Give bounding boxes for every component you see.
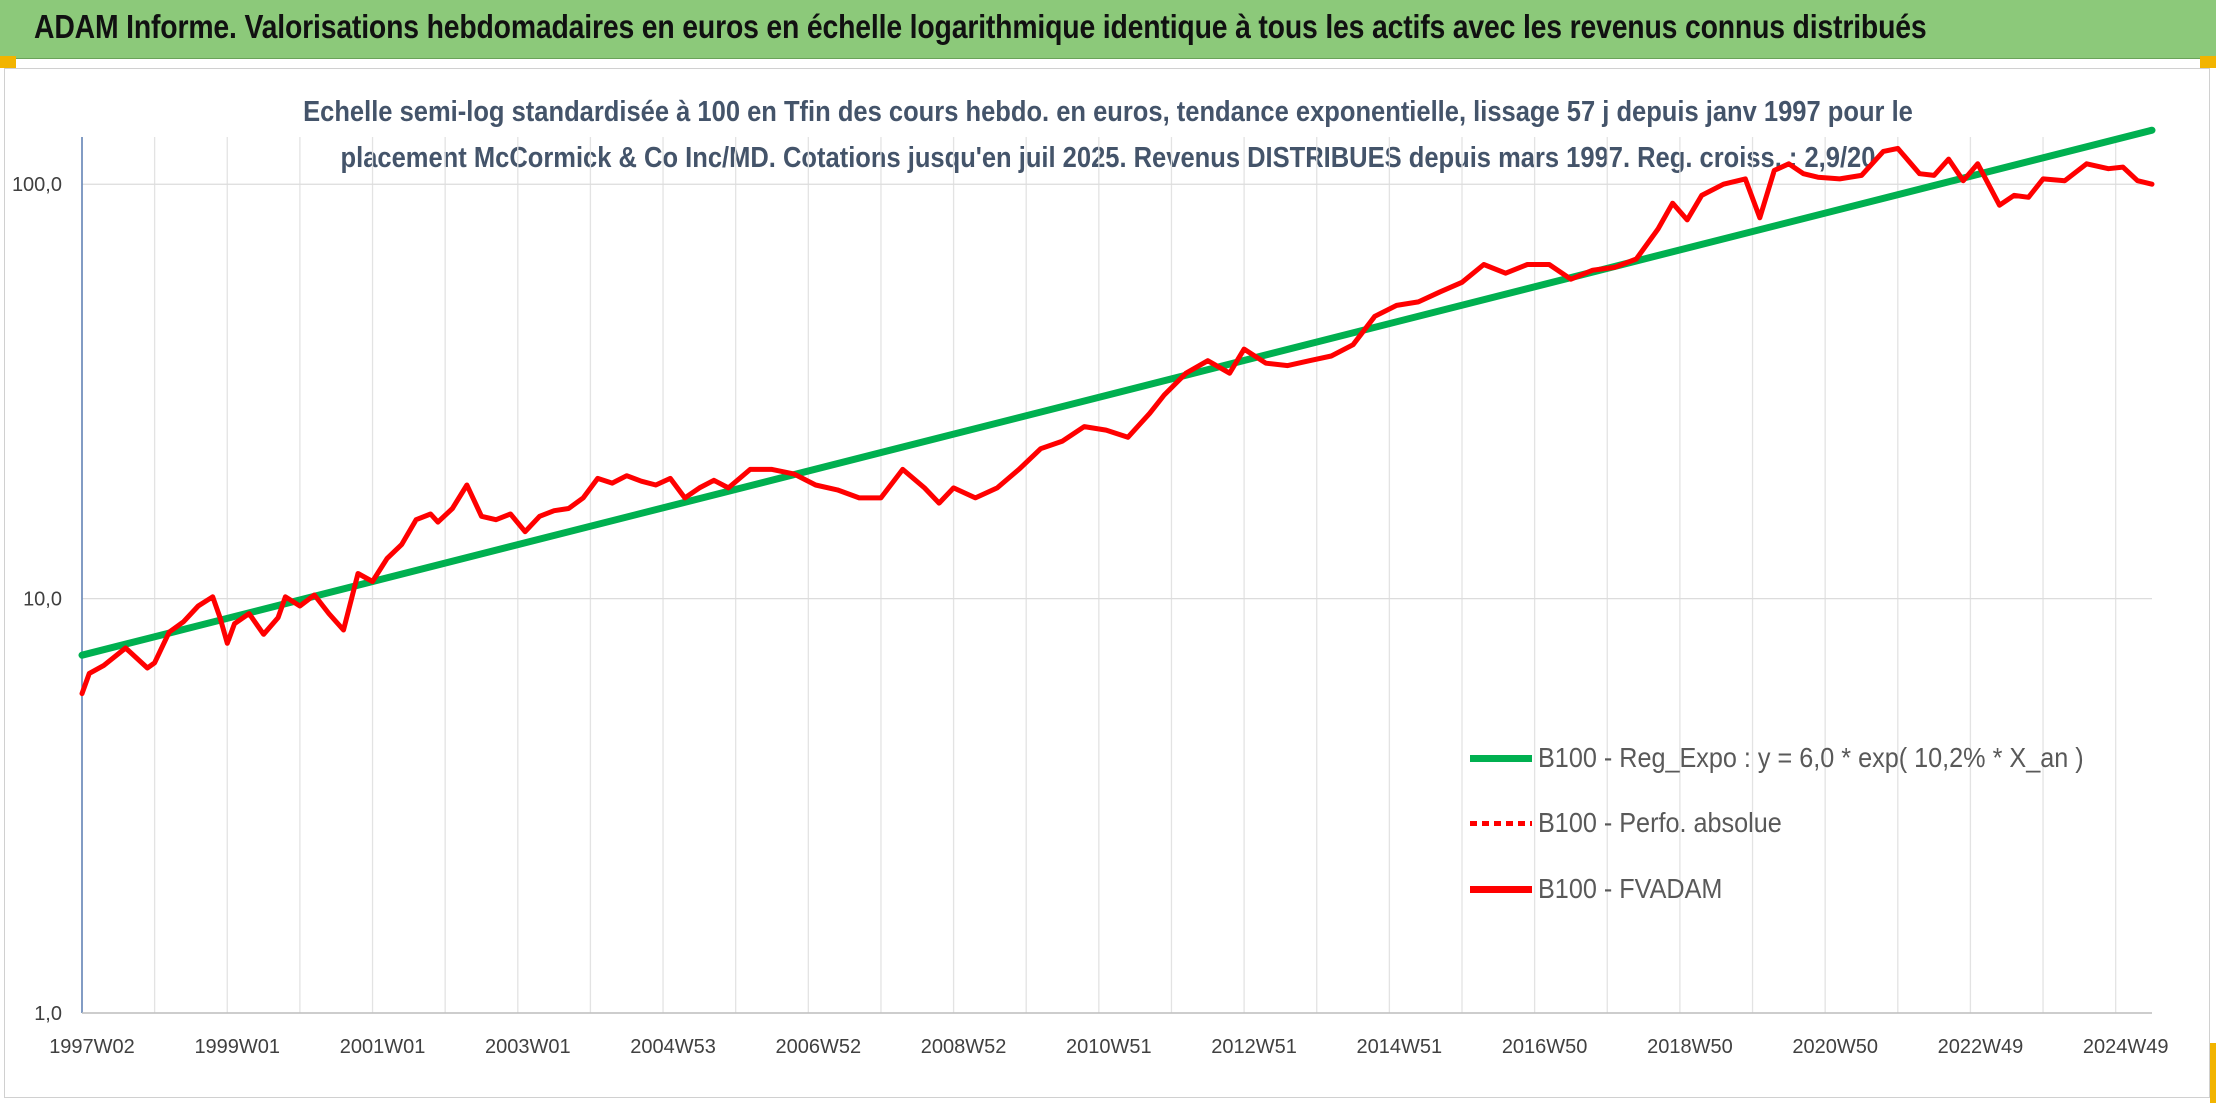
regression-line: [78, 126, 2156, 659]
legend-entry-regression: B100 - Reg_Expo : y = 6,0 * exp( 10,2% *…: [1470, 738, 2144, 778]
x-tick-label: 2018W50: [1647, 1036, 1733, 1058]
y-tick-label: 10,0: [23, 589, 62, 611]
x-tick-label: 2003W01: [485, 1036, 571, 1058]
x-tick-label: 2022W49: [1938, 1036, 2024, 1058]
legend-swatch-perfo-absolue: [1470, 820, 1532, 826]
legend-label-regression: B100 - Reg_Expo : y = 6,0 * exp( 10,2% *…: [1538, 742, 2084, 773]
fvadam-line: [79, 145, 2155, 697]
y-tick-label: 1,0: [34, 1003, 62, 1025]
legend-entry-fvadam: B100 - FVADAM: [1470, 869, 1743, 909]
x-tick-label: 2024W49: [2083, 1036, 2169, 1058]
corner-marker-bottom-right: [2210, 1043, 2216, 1103]
x-tick-label: 2001W01: [340, 1036, 426, 1058]
x-tick-label: 2016W50: [1502, 1036, 1588, 1058]
x-tick-label: 2008W52: [921, 1036, 1007, 1058]
x-tick-label: 2014W51: [1357, 1036, 1443, 1058]
corner-marker-left: [0, 56, 16, 68]
legend-swatch-fvadam: [1470, 885, 1532, 893]
tick-labels: 1,0 10,0 100,0 1997W02 1999W01 2001W01 2003W01…: [12, 174, 2169, 1058]
legend-label-perfo-absolue: B100 - Perfo. absolue: [1538, 807, 1782, 838]
x-tick-label: 2012W51: [1211, 1036, 1297, 1058]
x-tick-label: 2020W50: [1792, 1036, 1878, 1058]
report-header: ADAM Informe. Valorisations hebdomadaire…: [0, 0, 2216, 59]
report-title: ADAM Informe. Valorisations hebdomadaire…: [34, 8, 1927, 45]
chart-title-line-2: placement McCormick & Co Inc/MD. Cotatio…: [340, 142, 1876, 174]
x-tick-label: 2006W52: [776, 1036, 862, 1058]
legend-entry-perfo-absolue: B100 - Perfo. absolue: [1470, 803, 1809, 843]
series: [78, 126, 2156, 697]
corner-marker-right: [2200, 56, 2216, 68]
legend-swatch-regression: [1470, 754, 1532, 762]
legend-label-fvadam: B100 - FVADAM: [1538, 873, 1723, 904]
axes: [81, 137, 2152, 1014]
y-tick-label: 100,0: [12, 174, 62, 196]
x-tick-label: 2004W53: [630, 1036, 716, 1058]
chart-frame: [4, 68, 2210, 1098]
x-tick-label: 1997W02: [49, 1036, 135, 1058]
x-tick-label: 1999W01: [194, 1036, 280, 1058]
x-tick-label: 2010W51: [1066, 1036, 1152, 1058]
chart-title-line-1: Echelle semi-log standardisée à 100 en T…: [303, 96, 1913, 128]
